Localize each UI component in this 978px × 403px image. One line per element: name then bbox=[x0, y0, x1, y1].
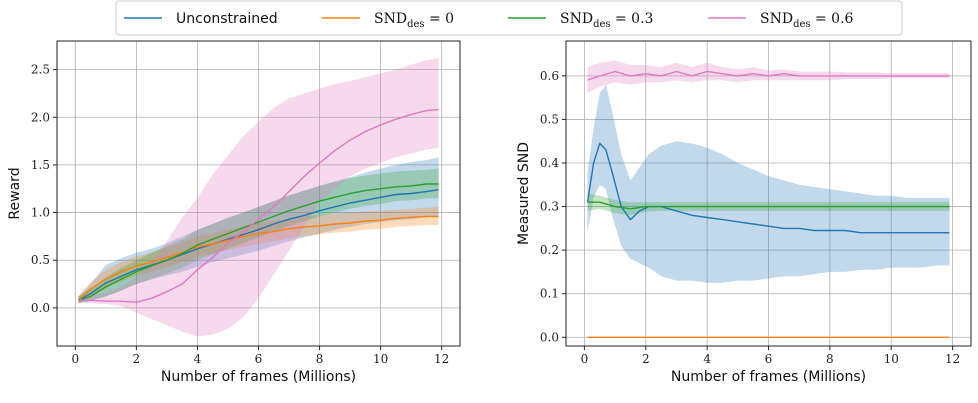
reward-line-snd-03 bbox=[78, 183, 439, 301]
legend-label-snd-06: SNDdes = 0.6 bbox=[760, 11, 854, 30]
legend: Unconstrained SNDdes = 0 SNDdes = 0.3 SN… bbox=[115, 0, 903, 36]
reward-xlabel: Number of frames (Millions) bbox=[161, 369, 356, 385]
snd-ytick-label-5: 0.5 bbox=[540, 112, 559, 126]
legend-label-snd-0-sub: des bbox=[407, 19, 424, 30]
snd-xtick-label-3: 6 bbox=[765, 352, 773, 366]
legend-label-snd-06-rest: = 0.6 bbox=[811, 11, 854, 27]
reward-ylabel: Reward bbox=[7, 167, 23, 219]
snd-ytick-label-4: 0.4 bbox=[540, 156, 559, 170]
reward-band-snd-06 bbox=[78, 58, 439, 337]
snd-ytick-label-1: 0.1 bbox=[540, 287, 559, 301]
reward-xtick-label-1: 2 bbox=[133, 352, 141, 366]
snd-xtick-label-2: 4 bbox=[703, 352, 711, 366]
reward-band-snd-03 bbox=[78, 168, 439, 304]
reward-line-snd-0 bbox=[77, 215, 439, 301]
snd-ytick-label-0: 0.0 bbox=[540, 330, 559, 344]
reward-chart: 0 2 4 6 8 10 12 0.0 0.5 1.0 1.5 2.0 2.5 Number of fra… bbox=[7, 40, 461, 385]
legend-label-snd-06-sub: des bbox=[793, 19, 810, 30]
legend-label-snd-03-sub: des bbox=[593, 19, 610, 30]
legend-label-snd-06-main: SND bbox=[760, 11, 793, 27]
legend-label-snd-03-rest: = 0.3 bbox=[611, 11, 654, 27]
reward-ytick-label-3: 1.5 bbox=[31, 158, 50, 172]
measured-snd-chart: 0 2 4 6 8 10 12 0.0 0.1 0.2 0.3 0.4 0.5 0.6 Number of … bbox=[516, 40, 972, 385]
legend-label-snd-0-main: SND bbox=[374, 11, 407, 27]
reward-xtick-label-4: 8 bbox=[316, 352, 324, 366]
snd-band-snd-06 bbox=[587, 60, 950, 94]
snd-xtick-label-5: 10 bbox=[884, 352, 899, 366]
snd-xtick-label-0: 0 bbox=[581, 352, 589, 366]
reward-line-unconstrained bbox=[78, 189, 439, 301]
reward-xtick-label-2: 4 bbox=[194, 352, 202, 366]
snd-band-snd-03 bbox=[587, 193, 950, 216]
reward-xtick-label-3: 6 bbox=[255, 352, 263, 366]
snd-xtick-label-1: 2 bbox=[642, 352, 650, 366]
reward-ytick-label-1: 0.5 bbox=[31, 253, 50, 267]
legend-label-snd-03-main: SND bbox=[560, 11, 593, 27]
snd-line-unconstrained bbox=[586, 142, 950, 234]
snd-xtick-label-4: 8 bbox=[826, 352, 834, 366]
snd-line-snd-03 bbox=[587, 201, 950, 210]
snd-xtick-label-6: 12 bbox=[945, 352, 960, 366]
snd-xlabel: Number of frames (Millions) bbox=[671, 369, 866, 385]
legend-label-unconstrained: Unconstrained bbox=[176, 11, 278, 27]
reward-xtick-label-5: 10 bbox=[373, 352, 388, 366]
reward-ytick-label-4: 2.0 bbox=[31, 110, 50, 124]
snd-ytick-label-3: 0.3 bbox=[540, 200, 559, 214]
reward-band-snd-0 bbox=[78, 206, 439, 304]
snd-band-unconstrained bbox=[587, 84, 950, 283]
snd-line-snd-06 bbox=[587, 70, 950, 81]
reward-xtick-label-0: 0 bbox=[71, 352, 79, 366]
legend-label-snd-03: SNDdes = 0.3 bbox=[560, 11, 653, 30]
snd-ytick-label-6: 0.6 bbox=[540, 69, 559, 83]
reward-xtick-label-6: 12 bbox=[434, 352, 449, 366]
reward-ytick-label-5: 2.5 bbox=[31, 63, 50, 77]
snd-ylabel: Measured SND bbox=[516, 142, 532, 245]
reward-line-snd-06 bbox=[78, 108, 439, 303]
reward-ytick-label-0: 0.0 bbox=[31, 301, 50, 315]
snd-ytick-label-2: 0.2 bbox=[540, 243, 559, 257]
reward-ytick-label-2: 1.0 bbox=[31, 206, 50, 220]
legend-label-snd-0-rest: = 0 bbox=[425, 11, 455, 27]
legend-label-snd-0: SNDdes = 0 bbox=[374, 11, 454, 30]
